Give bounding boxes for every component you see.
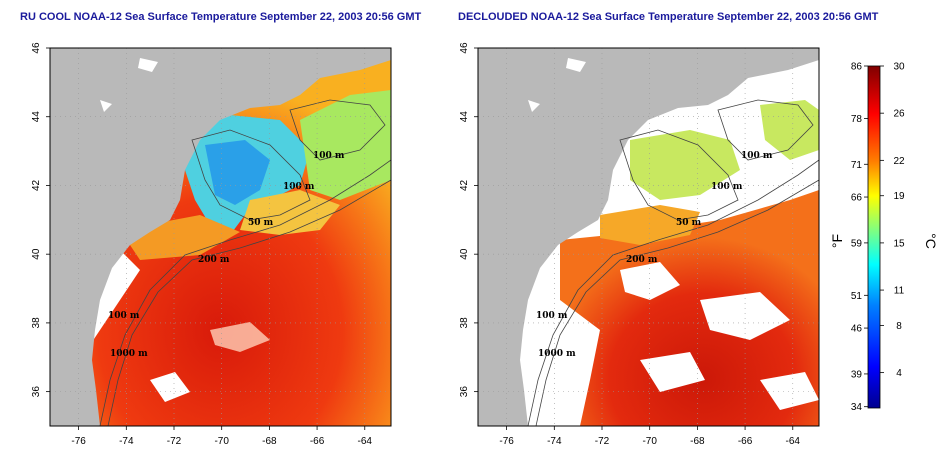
left-lake-1 — [138, 58, 158, 72]
lon-tick-label: -68 — [690, 436, 705, 447]
lon-tick-label: -76 — [499, 436, 514, 447]
left-contour-label-100m-b: 100 m — [283, 182, 315, 192]
fahrenheit-unit-label: °F — [829, 234, 845, 248]
right-graticule — [478, 48, 819, 426]
left-contour-label-1000m: 1000 m — [110, 349, 148, 359]
lat-tick-label: 36 — [459, 386, 470, 398]
lon-tick-label: -66 — [310, 436, 325, 447]
fahrenheit-tick-label: 66 — [851, 193, 863, 204]
celsius-unit-label: °C — [923, 233, 939, 249]
left-contour-label-200m: 200 m — [198, 255, 230, 265]
lon-tick-label: -76 — [71, 436, 86, 447]
colorbar: 86 78 71 66 59 51 46 39 34 30 26 22 19 15 11 8 4 °F °C — [829, 62, 939, 414]
left-bathymetry-contours — [99, 99, 391, 426]
left-sst-map: 100 m 100 m 200 m 50 m 100 m 1000 m — [50, 48, 391, 426]
colorbar-gradient — [867, 65, 881, 409]
lon-tick-label: -72 — [595, 436, 610, 447]
right-cloud-hole-4 — [760, 372, 819, 410]
lon-tick-label: -64 — [786, 436, 801, 447]
celsius-tick-label: 19 — [893, 191, 905, 202]
right-ocean-sst — [560, 190, 819, 426]
celsius-tick-label: 4 — [896, 368, 902, 379]
left-contour-label-50m: 50 m — [248, 218, 274, 228]
right-cloud-hole-1 — [620, 262, 680, 300]
right-cloud-hole-3 — [640, 352, 705, 392]
fahrenheit-tick-label: 39 — [851, 369, 863, 380]
fahrenheit-tick-label: 51 — [851, 291, 863, 302]
left-cloud-patch — [210, 322, 270, 352]
fahrenheit-tick-label: 71 — [851, 160, 863, 171]
right-axis-ticks: -76 -74 -72 -70 -68 -66 -64 46 44 42 40 38 36 — [459, 42, 800, 447]
right-map-frame — [477, 47, 820, 427]
left-contour-label-100m-c: 100 m — [108, 311, 140, 321]
celsius-tick-label: 11 — [894, 286, 905, 297]
right-contour-label-1000m: 1000 m — [538, 349, 576, 359]
left-contour-label-100m-a: 100 m — [313, 151, 345, 161]
lat-tick-label: 46 — [31, 42, 42, 54]
right-lake-2 — [528, 100, 540, 112]
right-contour-label-100m-c: 100 m — [536, 311, 568, 321]
lat-tick-label: 44 — [459, 111, 470, 123]
right-map-title: DECLOUDED NOAA-12 Sea Surface Temperatur… — [458, 11, 879, 23]
celsius-tick-label: 22 — [893, 156, 905, 167]
fahrenheit-tick-label: 59 — [851, 238, 863, 249]
fahrenheit-tick-label: 46 — [851, 324, 863, 335]
lat-tick-label: 42 — [31, 179, 42, 191]
left-contour-labels: 100 m 100 m 200 m 50 m 100 m 1000 m — [108, 151, 345, 359]
lon-tick-label: -74 — [547, 436, 562, 447]
celsius-tick-label: 30 — [893, 62, 905, 73]
fahrenheit-tick-label: 78 — [851, 114, 863, 125]
lat-tick-label: 40 — [31, 248, 42, 260]
right-contour-label-50m: 50 m — [676, 218, 702, 228]
lat-tick-label: 44 — [31, 111, 42, 123]
left-graticule — [50, 48, 391, 426]
left-map-frame — [49, 47, 392, 427]
fahrenheit-tick-label: 86 — [851, 62, 863, 73]
right-bathymetry-contours — [527, 99, 819, 426]
left-cold-core — [205, 140, 270, 205]
lon-tick-label: -70 — [214, 436, 229, 447]
colorbar-ticks: 86 78 71 66 59 51 46 39 34 30 26 22 19 15 11 8 4 — [851, 62, 905, 414]
lon-tick-label: -64 — [358, 436, 373, 447]
lat-tick-label: 40 — [459, 248, 470, 260]
lon-tick-label: -68 — [262, 436, 277, 447]
right-contour-labels: 100 m 100 m 200 m 50 m 100 m 1000 m — [536, 151, 773, 359]
lat-tick-label: 36 — [31, 386, 42, 398]
left-front-water — [240, 190, 340, 235]
celsius-tick-label: 8 — [896, 321, 902, 332]
celsius-tick-label: 26 — [893, 109, 905, 120]
lat-tick-label: 42 — [459, 179, 470, 191]
right-lake-1 — [566, 58, 586, 72]
lon-tick-label: -66 — [738, 436, 753, 447]
left-map-title: RU COOL NOAA-12 Sea Surface Temperature … — [20, 11, 422, 23]
right-contour-label-100m-a: 100 m — [741, 151, 773, 161]
right-shelf-water — [630, 130, 740, 200]
right-land — [478, 48, 819, 426]
celsius-tick-label: 15 — [893, 238, 905, 249]
right-cloud-hole-2 — [700, 292, 790, 340]
left-land — [50, 48, 391, 426]
left-cloud-patch-2 — [150, 372, 190, 402]
lat-tick-label: 38 — [459, 317, 470, 329]
right-contour-label-100m-b: 100 m — [711, 182, 743, 192]
lon-tick-label: -74 — [119, 436, 134, 447]
lat-tick-label: 46 — [459, 42, 470, 54]
left-lake-2 — [100, 100, 112, 112]
left-shelf-water — [300, 90, 391, 200]
right-shelf-water-2 — [760, 100, 819, 160]
lat-tick-label: 38 — [31, 317, 42, 329]
left-axis-ticks: -76 -74 -72 -70 -68 -66 -64 46 44 42 40 38 36 — [31, 42, 372, 447]
right-sst-map: 100 m 100 m 200 m 50 m 100 m 1000 m — [478, 48, 819, 426]
lon-tick-label: -72 — [167, 436, 182, 447]
lon-tick-label: -70 — [642, 436, 657, 447]
right-contour-label-200m: 200 m — [626, 255, 658, 265]
fahrenheit-tick-label: 34 — [851, 402, 863, 413]
